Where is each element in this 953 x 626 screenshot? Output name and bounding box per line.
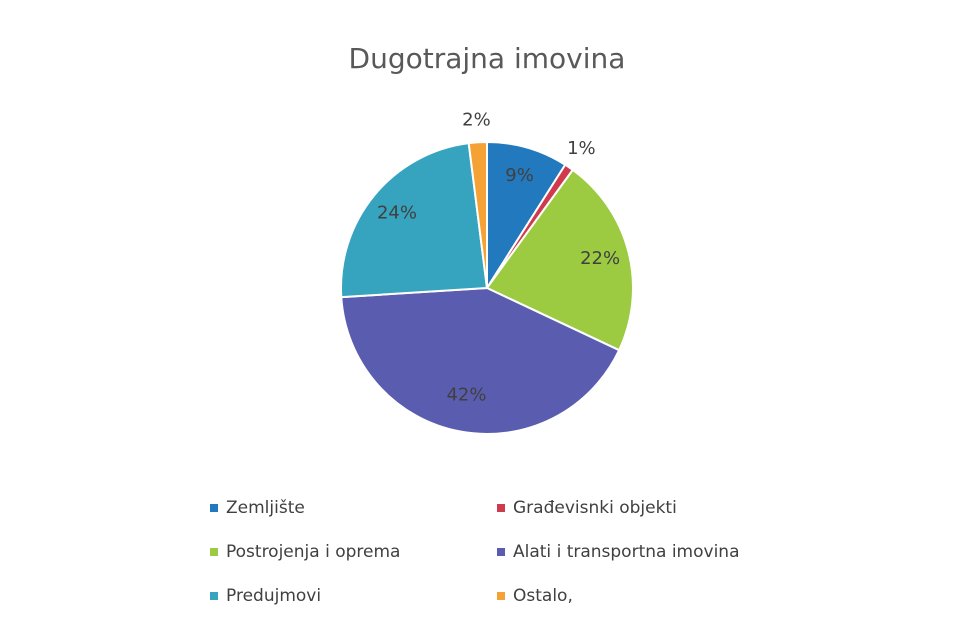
data-label: 42% (446, 385, 486, 406)
legend-label: Ostalo, (513, 586, 573, 606)
pie-slice (340, 142, 489, 299)
data-label: 1% (567, 138, 596, 159)
legend-swatch (497, 592, 505, 600)
legend-label: Građevisnki objekti (513, 498, 677, 518)
legend-swatch (210, 548, 218, 556)
pie-slice (486, 140, 567, 292)
legend-label: Alati i transportna imovina (513, 542, 740, 562)
legend-label: Postrojenja i oprema (226, 542, 400, 562)
legend-label: Predujmovi (226, 586, 321, 606)
chart-title: Dugotrajna imovina (349, 42, 626, 75)
data-label: 9% (505, 165, 534, 186)
legend-swatch (497, 548, 505, 556)
pie-slice (467, 140, 488, 289)
pie-slice (340, 286, 621, 435)
data-label: 2% (462, 109, 491, 130)
legend-swatch (497, 504, 505, 512)
legend-swatch (210, 592, 218, 600)
legend-label: Zemljište (226, 498, 305, 518)
legend-swatch (210, 504, 218, 512)
data-label: 22% (580, 248, 620, 269)
data-label: 24% (377, 203, 417, 224)
